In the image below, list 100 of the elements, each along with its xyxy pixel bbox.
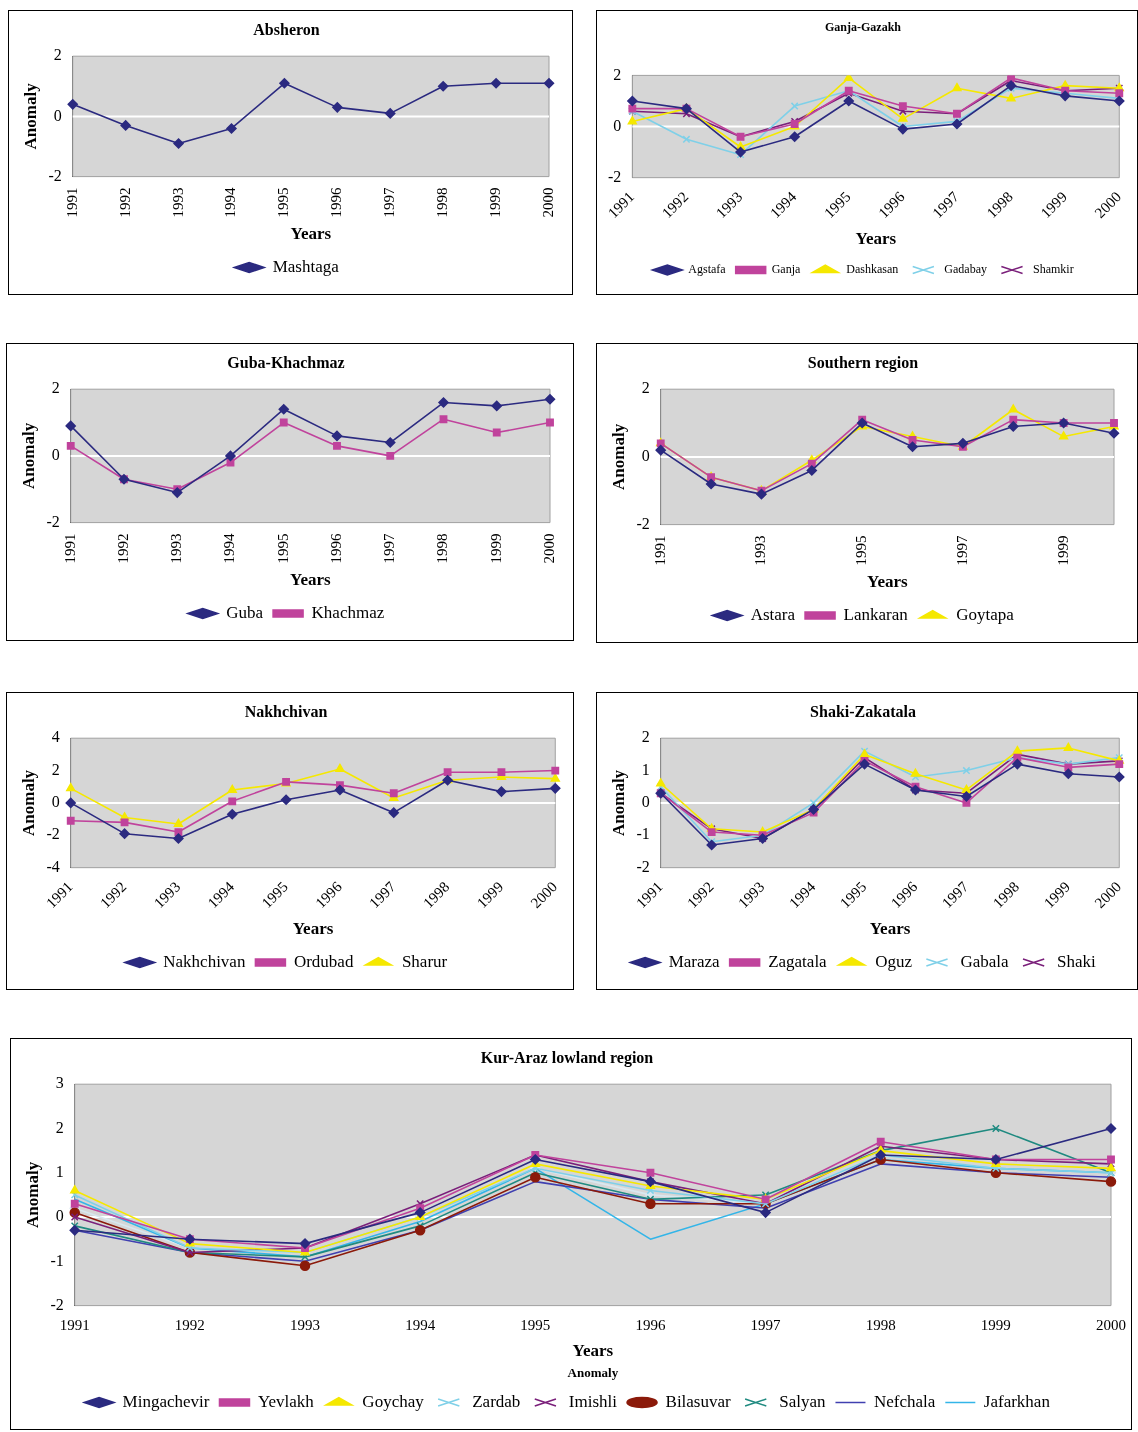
x-tick-label: 2000	[540, 533, 557, 564]
x-tick-label: 1997	[953, 535, 970, 566]
x-tick-label: 1992	[114, 533, 131, 564]
x-tick-label: 1993	[290, 1316, 321, 1333]
legend-label: Zardab	[472, 1391, 521, 1411]
y-tick-label: -4	[46, 857, 60, 875]
legend-label: Nakhchivan	[163, 951, 246, 971]
y-axis-title: Anomaly	[608, 423, 628, 490]
y-tick-label: 0	[55, 1207, 64, 1225]
legend-label: Shaki	[1057, 951, 1097, 971]
x-tick-label: 1995	[274, 533, 291, 564]
y-tick-label: 0	[641, 793, 650, 811]
legend-label: Dashkasan	[846, 262, 899, 277]
y-axis-title: Anomaly	[608, 769, 628, 836]
y-tick-label: -2	[46, 825, 60, 843]
x-tick-label: 1998	[865, 1316, 896, 1333]
legend-label: Khachmaz	[311, 602, 385, 622]
y-tick-label: -2	[608, 167, 622, 185]
y-tick-label: 2	[51, 379, 60, 397]
x-tick-label: 1999	[487, 533, 504, 564]
y-tick-label: 0	[51, 446, 60, 464]
x-axis-title: Years	[290, 224, 332, 244]
legend-label: Jafarkhan	[983, 1391, 1051, 1411]
y-tick-label: 1	[55, 1162, 64, 1180]
y-tick-label: -2	[636, 514, 650, 532]
x-tick-label: 1991	[604, 188, 638, 222]
chart-title: Ganja-Gazakh	[824, 20, 902, 35]
y-tick-label: -1	[636, 825, 650, 843]
y-tick-label: 0	[51, 793, 60, 811]
legend-label: Gadabay	[944, 262, 987, 277]
legend-label: Ordubad	[293, 951, 354, 971]
x-tick-label: 1997	[381, 187, 398, 218]
legend-label: Maraza	[668, 951, 721, 971]
y-tick-label: -2	[46, 512, 60, 530]
x-tick-label: 1993	[752, 535, 769, 566]
x-axis-title: Years	[855, 229, 897, 249]
x-tick-label: 1997	[750, 1316, 782, 1333]
x-tick-label: 1999	[980, 1316, 1011, 1333]
chart-title: Southern region	[807, 353, 919, 372]
y-tick-label: 0	[613, 116, 622, 134]
y-tick-label: 0	[53, 106, 62, 124]
x-tick-label: 1991	[651, 535, 668, 566]
y-tick-label: 3	[55, 1074, 64, 1092]
legend-label: Astara	[750, 604, 796, 624]
legend-label: Imishli	[568, 1391, 618, 1411]
legend-label: Shamkir	[1032, 262, 1074, 277]
x-tick-label: 1996	[328, 187, 345, 218]
chart-title: Kur-Araz lowland region	[480, 1048, 654, 1067]
x-tick-label: 1998	[434, 187, 451, 218]
y-tick-label: 0	[641, 447, 650, 465]
legend-label: Sharur	[401, 951, 448, 971]
legend-label: Goychay	[362, 1391, 425, 1411]
x-tick-label: 1994	[221, 533, 238, 564]
x-tick-label: 1993	[168, 533, 185, 564]
x-tick-label: 1999	[487, 187, 504, 218]
x-tick-label: 1991	[43, 878, 76, 912]
y-tick-label: 1	[641, 760, 650, 778]
legend-label: Mashtaga	[272, 256, 340, 276]
legend-label: Gabala	[960, 951, 1010, 971]
legend-label: Mingachevir	[122, 1391, 210, 1411]
chart-title: Nakhchivan	[244, 702, 328, 720]
x-tick-label: 1994	[222, 187, 239, 218]
x-tick-label: 1995	[853, 535, 870, 566]
legend-label: Bilasuvar	[665, 1391, 732, 1411]
y-tick-label: -1	[50, 1251, 64, 1269]
x-axis-title: Years	[292, 919, 334, 939]
chart-title: Shaki-Zakatala	[810, 702, 916, 720]
legend-label: Salyan	[779, 1391, 826, 1411]
legend-label: Yevlakh	[257, 1391, 315, 1411]
x-tick-label: 1995	[520, 1316, 551, 1333]
x-tick-label: 1992	[174, 1316, 205, 1333]
x-axis-title: Years	[290, 570, 332, 590]
legend-label: Oguz	[875, 951, 913, 971]
x-tick-label: 1994	[405, 1316, 436, 1333]
y-axis-title: Anomaly	[18, 769, 38, 836]
legend-label: Lankaran	[843, 604, 909, 624]
y-tick-label: 2	[641, 379, 650, 397]
y-axis-title: Anomaly	[22, 1161, 42, 1228]
x-tick-label: 1998	[434, 533, 451, 564]
chart-title: Absheron	[253, 20, 320, 38]
x-tick-label: 1991	[63, 187, 80, 218]
x-tick-label: 1991	[59, 1316, 90, 1333]
x-axis-title: Years	[869, 919, 911, 939]
x-axis-title: Years	[572, 1341, 614, 1361]
x-tick-label: 2000	[539, 187, 556, 218]
y-tick-label: 2	[55, 1118, 64, 1136]
x-tick-label: 1997	[381, 533, 398, 564]
x-tick-label: 1996	[635, 1316, 666, 1333]
x-tick-label: 1993	[169, 187, 186, 218]
y-tick-label: -2	[48, 166, 62, 184]
legend-label: Nefchala	[873, 1391, 936, 1411]
y-tick-label: 4	[51, 728, 60, 746]
chart-title: Guba-Khachmaz	[227, 353, 345, 371]
x-tick-label: 1991	[633, 878, 666, 912]
legend-label: Ganja	[771, 262, 802, 277]
legend-label: Goytapa	[956, 604, 1015, 624]
y-tick-label: 2	[613, 65, 622, 83]
x-tick-label: 1992	[116, 187, 133, 218]
text: Anomaly	[567, 1365, 619, 1381]
y-tick-label: -2	[636, 857, 650, 875]
